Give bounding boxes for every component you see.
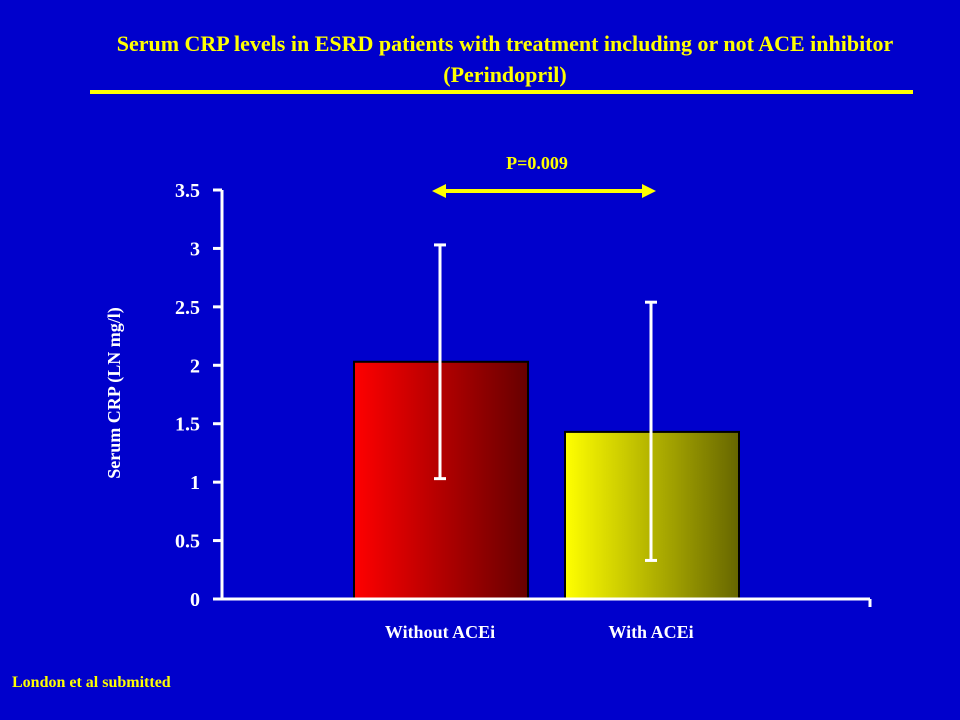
arrow-head-right	[642, 184, 656, 198]
y-tick-label: 3.5	[175, 180, 200, 202]
category-label: With ACEi	[608, 622, 693, 642]
y-tick-label: 2.5	[175, 297, 200, 319]
y-tick-label: 0	[190, 589, 200, 611]
y-axis-label: Serum CRP (LN mg/l)	[104, 307, 125, 478]
y-tick-label: 1	[190, 472, 200, 494]
arrow-head-left	[432, 184, 446, 198]
p-value-label: P=0.009	[506, 153, 568, 173]
title-underline	[90, 90, 913, 94]
y-tick-label: 2	[190, 355, 200, 377]
y-tick-label: 0.5	[175, 531, 200, 553]
y-tick-label: 3	[190, 238, 200, 260]
footnote: London et al submitted	[12, 674, 171, 691]
category-label: Without ACEi	[385, 622, 495, 642]
y-tick-label: 1.5	[175, 414, 200, 436]
slide-title: Serum CRP levels in ESRD patients with t…	[116, 31, 894, 87]
